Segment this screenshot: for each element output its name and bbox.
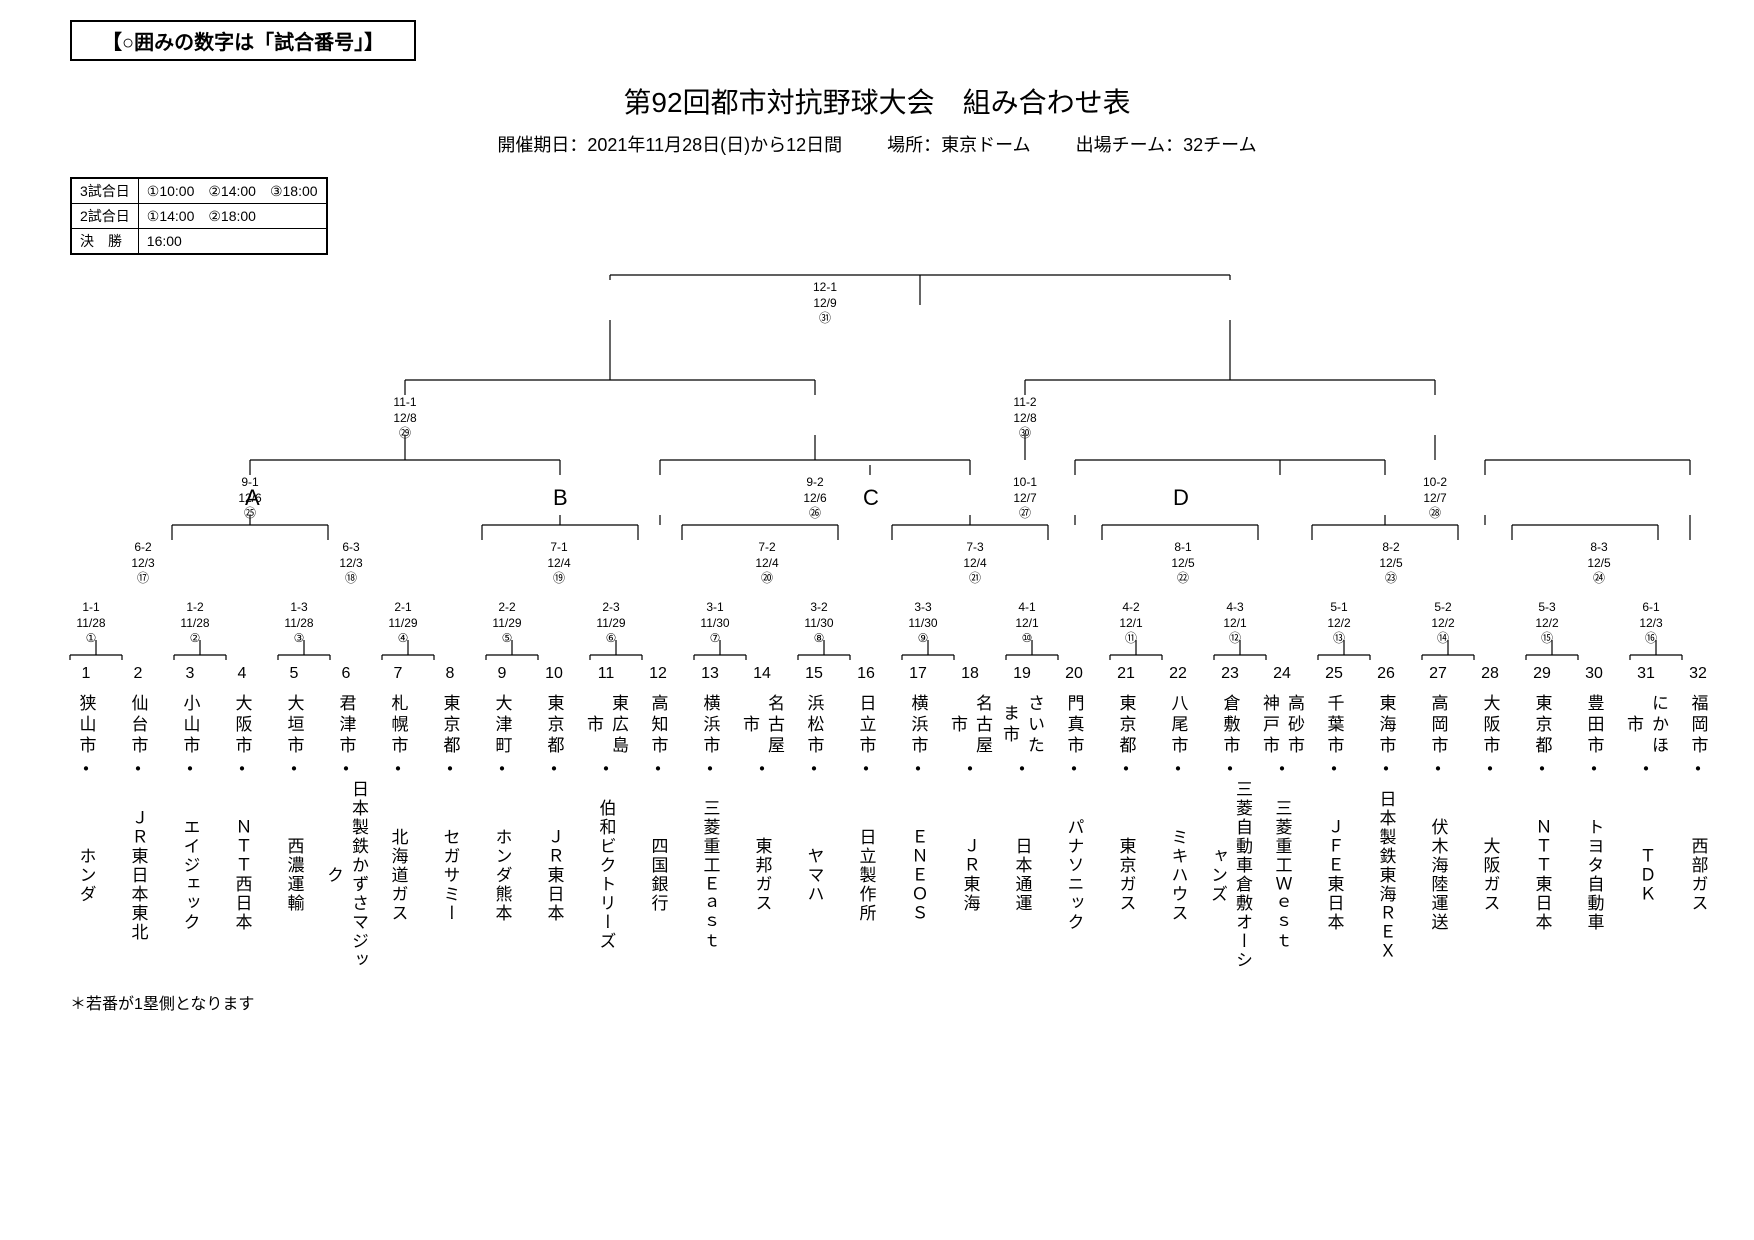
team-column: 29東京都・ＮＴＴ東日本 — [1516, 665, 1568, 975]
bracket-node: 5-312/2⑮ — [1512, 600, 1582, 647]
bracket-node: 1-311/28③ — [264, 600, 334, 647]
team-column: 21東京都・東京ガス — [1100, 665, 1152, 975]
seed-a: A — [245, 485, 260, 511]
bracket-node: 8-112/5㉒ — [1148, 540, 1218, 587]
team-column: 32福岡市・西部ガス — [1672, 665, 1724, 975]
team-column: 2仙台市・ＪＲ東日本東北 — [112, 665, 164, 975]
seed-d: D — [1173, 485, 1189, 511]
bracket-node: 1-111/28① — [56, 600, 126, 647]
team-column: 15浜松市・ヤマハ — [788, 665, 840, 975]
teams-text: 出場チーム：32チーム — [1076, 135, 1257, 155]
footer-note: ＊若番が1塁側となります — [70, 990, 1734, 1014]
bracket-node: 11-112/8㉙ — [370, 395, 440, 442]
team-column: 19さいたま市・日本通運 — [996, 665, 1048, 975]
team-column: 3小山市・エイジェック — [164, 665, 216, 975]
page-title: 第92回都市対抗野球大会 組み合わせ表 — [20, 81, 1734, 121]
table-row: 2試合日①14:00 ②18:00 — [72, 204, 327, 229]
team-column: 25千葉市・ＪＦＥ東日本 — [1308, 665, 1360, 975]
bracket-node: 3-311/30⑨ — [888, 600, 958, 647]
bracket-node: 6-212/3⑰ — [108, 540, 178, 587]
seed-c: C — [863, 485, 879, 511]
bracket-node: 4-212/1⑪ — [1096, 600, 1166, 647]
team-column: 4大阪市・ＮＴＴ西日本 — [216, 665, 268, 975]
team-column: 27高岡市・伏木海陸運送 — [1412, 665, 1464, 975]
team-column: 11東広島市・伯和ビクトリーズ — [580, 665, 632, 975]
bracket-node: 2-111/29④ — [368, 600, 438, 647]
table-row: 3試合日①10:00 ②14:00 ③18:00 — [72, 179, 327, 204]
period-text: 開催期日：2021年11月28日(日)から12日間 — [497, 135, 842, 155]
team-column: 24高砂市神戸市・三菱重工Ｗｅｓｔ — [1256, 665, 1308, 975]
bracket-node: 2-211/29⑤ — [472, 600, 542, 647]
header-note: 【○囲みの数字は「試合番号」】 — [70, 20, 416, 61]
team-column: 26東海市・日本製鉄東海ＲＥＸ — [1360, 665, 1412, 975]
team-column: 9大津町・ホンダ熊本 — [476, 665, 528, 975]
schedule-table: 3試合日①10:00 ②14:00 ③18:00 2試合日①14:00 ②18:… — [70, 177, 328, 255]
bracket-node: 6-112/3⑯ — [1616, 600, 1686, 647]
bracket-node: 9-212/6㉖ — [780, 475, 850, 522]
bracket-node: 3-111/30⑦ — [680, 600, 750, 647]
bracket-node: 5-212/2⑭ — [1408, 600, 1478, 647]
bracket-node: 4-112/1⑩ — [992, 600, 1062, 647]
bracket-node: 7-112/4⑲ — [524, 540, 594, 587]
bracket-node: 3-211/30⑧ — [784, 600, 854, 647]
bracket-node: 7-212/4⑳ — [732, 540, 802, 587]
team-row: 1狭山市・ホンダ2仙台市・ＪＲ東日本東北3小山市・エイジェック4大阪市・ＮＴＴ西… — [60, 665, 1734, 975]
team-column: 10東京都・ＪＲ東日本 — [528, 665, 580, 975]
team-column: 31にかほ市・ＴＤＫ — [1620, 665, 1672, 975]
team-column: 30豊田市・トヨタ自動車 — [1568, 665, 1620, 975]
team-column: 6君津市・日本製鉄かずさマジック — [320, 665, 372, 975]
final-node: 12-112/9㉛ — [785, 280, 865, 327]
bracket-node: 8-312/5㉔ — [1564, 540, 1634, 587]
team-column: 23倉敷市・三菱自動車倉敷オーシャンズ — [1204, 665, 1256, 975]
bracket-node: 10-112/7㉗ — [990, 475, 1060, 522]
bracket-diagram: 12-112/9㉛ 11-112/8㉙11-212/8㉚ 9-112/6㉕9-2… — [50, 260, 1750, 660]
team-column: 1狭山市・ホンダ — [60, 665, 112, 975]
team-column: 5大垣市・西濃運輸 — [268, 665, 320, 975]
bracket-node: 11-212/8㉚ — [990, 395, 1060, 442]
team-column: 13横浜市・三菱重工Ｅａｓｔ — [684, 665, 736, 975]
team-column: 20門真市・パナソニック — [1048, 665, 1100, 975]
bracket-node: 10-212/7㉘ — [1400, 475, 1470, 522]
team-column: 8東京都・セガサミー — [424, 665, 476, 975]
team-column: 7札幌市・北海道ガス — [372, 665, 424, 975]
team-column: 16日立市・日立製作所 — [840, 665, 892, 975]
bracket-node: 4-312/1⑫ — [1200, 600, 1270, 647]
team-column: 28大阪市・大阪ガス — [1464, 665, 1516, 975]
bracket-node: 7-312/4㉑ — [940, 540, 1010, 587]
team-column: 18名古屋市・ＪＲ東海 — [944, 665, 996, 975]
bracket-node: 5-112/2⑬ — [1304, 600, 1374, 647]
team-column: 22八尾市・ミキハウス — [1152, 665, 1204, 975]
table-row: 決 勝 16:00 — [72, 229, 327, 254]
bracket-node: 1-211/28② — [160, 600, 230, 647]
seed-b: B — [553, 485, 568, 511]
team-column: 14名古屋市・東邦ガス — [736, 665, 788, 975]
bracket-node: 2-311/29⑥ — [576, 600, 646, 647]
bracket-node: 8-212/5㉓ — [1356, 540, 1426, 587]
bracket-node: 6-312/3⑱ — [316, 540, 386, 587]
venue-text: 場所：東京ドーム — [887, 135, 1030, 155]
subtitle: 開催期日：2021年11月28日(日)から12日間 場所：東京ドーム 出場チーム… — [20, 131, 1734, 157]
team-column: 12高知市・四国銀行 — [632, 665, 684, 975]
team-column: 17横浜市・ＥＮＥＯＳ — [892, 665, 944, 975]
